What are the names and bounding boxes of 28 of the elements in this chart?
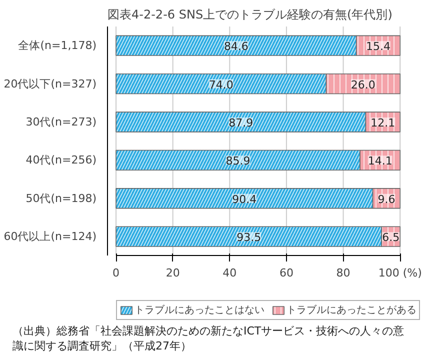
chart-title: 図表4-2-2-6 SNS上でのトラブル経験の有無(年代別) [108,8,392,22]
legend-label: トラブルにあったことがある [286,304,416,317]
y-tick-label: 50代(n=198) [26,192,96,205]
x-tick-label: 40 [222,266,237,280]
x-tick-label: 60 [279,266,294,280]
text: 93.5 [236,231,262,244]
legend-label: トラブルにあったことはない [134,304,264,317]
y-tick-label: 40代(n=256) [26,154,96,167]
text: 85.9 [226,154,250,168]
x-tick-label: 80 [336,266,350,280]
x-tick-label: 100 (%) [378,266,422,280]
y-tick-label: 60代以上(n=124) [4,230,96,244]
text: 9.6 [378,192,396,206]
text: 14.1 [368,154,392,168]
x-tick-label: 0 [112,266,120,280]
y-tick-label: 全体(n=1,178) [18,39,97,52]
text: 87.9 [228,116,254,130]
text: 12.1 [370,116,396,130]
y-tick-label: 20代以下(n=327) [4,77,96,90]
text: 84.6 [224,40,248,54]
text: 26.0 [350,78,376,92]
text: 6.5 [382,231,400,244]
text: 74.0 [208,78,234,92]
x-tick-label: 20 [166,266,180,280]
text: 15.4 [366,40,390,54]
text: （出典）総務省「社会課題解決のための新たなICTサービス・技術への人々の意識に関する調査研究」（平成27年） [12,324,404,352]
y-tick-label: 30代(n=273) [26,115,96,128]
text: 90.4 [232,192,257,206]
